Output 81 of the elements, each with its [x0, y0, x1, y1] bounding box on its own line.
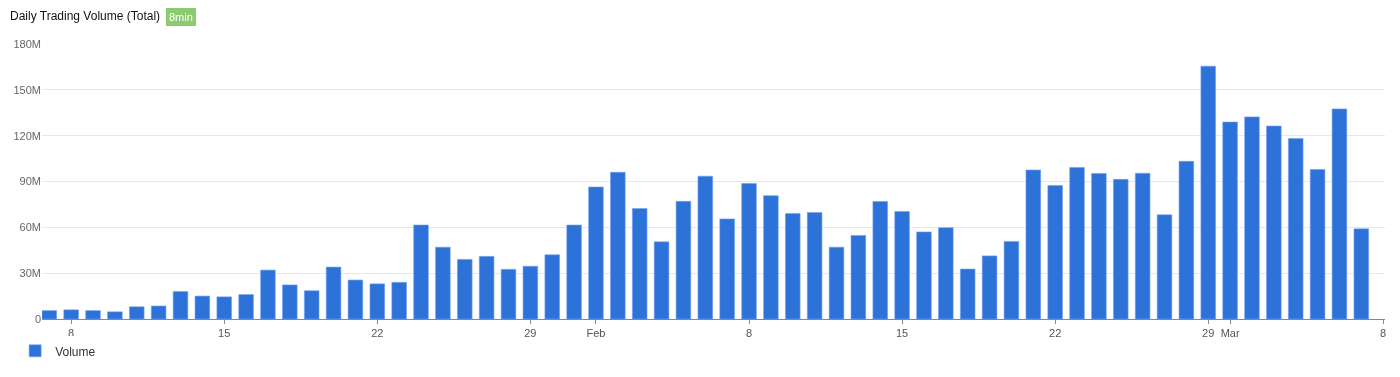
- bar: [675, 201, 692, 319]
- bar: [63, 309, 79, 319]
- chart-title: Daily Trading Volume (Total): [10, 9, 161, 24]
- x-tick-label: 15: [895, 327, 909, 340]
- bar: [1353, 228, 1369, 319]
- y-tick-label: 60M: [19, 221, 41, 234]
- y-tick-label: 180M: [13, 37, 41, 50]
- bar: [1113, 179, 1129, 319]
- bar: [1222, 121, 1238, 319]
- bar: [85, 310, 101, 319]
- bar: [938, 227, 954, 319]
- bar: [1200, 65, 1216, 319]
- bar: [282, 284, 298, 319]
- bar: [1309, 169, 1326, 319]
- x-tick-label: 22: [371, 327, 384, 340]
- bar: [763, 195, 779, 319]
- bar: [260, 269, 276, 319]
- bar: [1331, 108, 1348, 319]
- bar: [500, 269, 517, 319]
- legend-label: Volume: [55, 344, 96, 359]
- bar: [304, 290, 320, 319]
- bar: [916, 231, 932, 319]
- y-tick-label: 30M: [19, 267, 41, 280]
- bar: [544, 254, 560, 319]
- bar: [107, 311, 123, 319]
- bar: [807, 212, 823, 319]
- bar: [391, 282, 407, 319]
- bar: [850, 235, 866, 319]
- text: 8min: [169, 11, 193, 23]
- bar: [172, 291, 189, 319]
- bar: [1025, 169, 1041, 319]
- bar: [194, 295, 210, 319]
- x-tick-label: 8: [1380, 327, 1387, 340]
- bar: [151, 305, 167, 319]
- x-tick-label: 8: [745, 327, 753, 340]
- y-tick-label: 150M: [13, 83, 41, 96]
- bar: [1266, 125, 1282, 319]
- bar: [347, 279, 364, 319]
- bar: [785, 213, 801, 319]
- bar: [129, 306, 145, 319]
- bar: [216, 296, 232, 319]
- bar: [479, 256, 495, 319]
- bar: [588, 186, 604, 319]
- bar: [325, 266, 342, 319]
- bar: [1244, 116, 1260, 319]
- bar: [741, 183, 757, 319]
- x-tick-label: 29: [524, 327, 537, 340]
- bar: [894, 211, 910, 319]
- bar: [632, 208, 648, 319]
- bar: [566, 224, 582, 319]
- y-tick-label: 0: [34, 312, 41, 325]
- bar: [872, 201, 888, 319]
- bar: [1156, 214, 1173, 319]
- x-tick-label: 22: [1049, 327, 1062, 340]
- bar: [1288, 138, 1304, 319]
- bar: [719, 218, 735, 319]
- bar: [522, 265, 538, 319]
- y-tick-label: 90M: [19, 175, 41, 188]
- x-tick-label: 29: [1202, 327, 1215, 340]
- bar: [457, 259, 473, 319]
- x-tick-label: Mar: [1220, 327, 1240, 340]
- bar: [1003, 241, 1020, 319]
- bar: [42, 310, 57, 319]
- x-tick-label: 15: [218, 327, 231, 340]
- y-tick-label: 120M: [13, 129, 41, 142]
- bar: [697, 175, 713, 319]
- bar: [653, 241, 670, 319]
- bar: [1091, 173, 1107, 319]
- bar: [369, 283, 385, 319]
- bar: [981, 255, 998, 319]
- bar: [1135, 172, 1151, 319]
- bar: [238, 294, 254, 319]
- bar: [1178, 161, 1194, 319]
- bar: [435, 246, 451, 319]
- bar: [960, 268, 976, 319]
- bar: [1069, 167, 1085, 319]
- x-tick-label: Feb: [586, 327, 606, 340]
- bar: [413, 224, 429, 319]
- bar: [610, 172, 626, 319]
- bar: [1047, 185, 1063, 319]
- bar: [828, 246, 845, 319]
